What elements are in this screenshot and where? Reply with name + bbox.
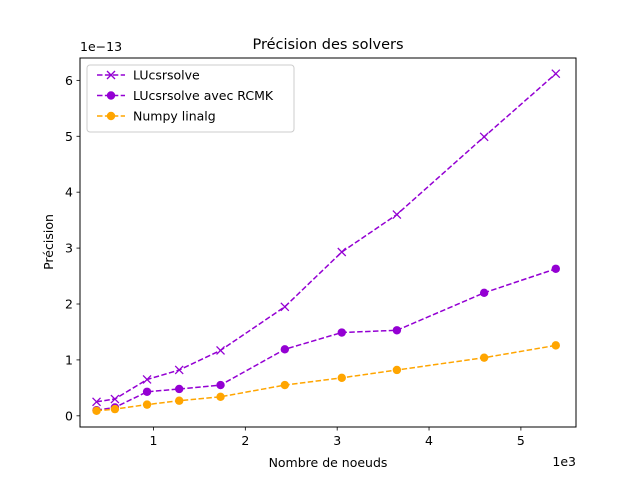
series-2-point-2	[142, 400, 152, 409]
series-0	[92, 69, 561, 407]
series-0-point-5-stroke-b	[280, 302, 290, 312]
series-0-line	[96, 73, 557, 403]
series-1-point-3	[175, 384, 184, 394]
legend-label-2: Numpy linalg	[133, 109, 216, 124]
y-axis-offset-label: 1e−13	[80, 39, 122, 54]
series-0-point-9	[551, 69, 561, 79]
y-tick-label-1: 1	[65, 352, 73, 367]
legend-marker-1	[106, 91, 116, 100]
series-1-point-6	[337, 328, 346, 337]
series-2-point-6	[337, 373, 346, 382]
series-0-point-2-stroke-b	[142, 375, 152, 384]
series-0-point-0	[92, 397, 101, 407]
series-2-point-5	[280, 380, 290, 390]
legend-items: LUcsrsolve LUcsrsolve avec RCMK Numpy lina…	[97, 68, 274, 124]
axis-ticks: 1 2 3 4 5 0 1 2 3 4 5 6	[65, 73, 525, 448]
legend-item-2: Numpy linalg	[97, 109, 216, 124]
series-0-point-7-stroke-b	[392, 210, 402, 220]
legend-label-0: LUcsrsolve	[133, 68, 200, 83]
x-tick-label-0: 1	[150, 433, 158, 448]
series-2-point-0	[92, 406, 101, 415]
plot-area	[92, 69, 561, 415]
series-2-point-7	[392, 365, 402, 375]
series-0-point-1-stroke-b	[110, 394, 120, 404]
series-0-point-2	[142, 375, 152, 384]
series-0-point-5	[280, 302, 290, 312]
series-2-point-8	[479, 353, 489, 362]
legend-item-1: LUcsrsolve avec RCMK	[97, 88, 274, 103]
legend: LUcsrsolve LUcsrsolve avec RCMK Numpy lina…	[86, 64, 295, 133]
series-2-point-3	[175, 396, 184, 405]
series-2-point-4	[216, 392, 225, 402]
series-0-point-8	[479, 132, 489, 142]
y-tick-label-3: 3	[65, 241, 73, 256]
chart-title: Précision des solvers	[252, 37, 403, 53]
series-0-point-9-stroke-b	[551, 69, 561, 79]
x-tick-label-1: 2	[241, 433, 249, 448]
axes-frame	[79, 57, 577, 428]
legend-box	[86, 64, 295, 133]
legend-label-1: LUcsrsolve avec RCMK	[133, 88, 274, 103]
y-tick-label-6: 6	[65, 73, 73, 88]
legend-item-0: LUcsrsolve	[97, 68, 200, 83]
series-1-point-2	[142, 387, 152, 396]
y-axis-label: Précision	[41, 214, 56, 270]
series-1-point-9	[551, 264, 560, 273]
series-0-point-7	[392, 210, 402, 220]
series-1-point-5	[280, 345, 290, 354]
y-tick-label-4: 4	[65, 185, 73, 200]
legend-marker-2	[106, 111, 116, 121]
series-0-point-4-stroke-b	[216, 345, 225, 355]
y-tick-label-2: 2	[65, 297, 73, 312]
series-1-point-4	[216, 380, 225, 390]
series-1-point-8	[479, 288, 489, 298]
series-0-point-3	[174, 365, 184, 375]
series-0-point-3-stroke-b	[174, 365, 184, 375]
y-tick-label-5: 5	[65, 129, 73, 144]
x-axis-label: Nombre de noeuds	[269, 455, 388, 470]
x-tick-label-3: 4	[425, 433, 433, 448]
x-axis-offset-label: 1e3	[552, 454, 576, 469]
series-0-point-6-stroke-b	[337, 247, 347, 257]
series-2	[92, 341, 560, 415]
series-1-point-7	[392, 326, 402, 335]
series-2-point-9	[551, 341, 560, 350]
series-1-line	[96, 268, 557, 411]
legend-marker-0-stroke-b	[106, 70, 116, 80]
series-0-point-0-stroke-b	[92, 397, 101, 407]
legend-marker-0	[106, 70, 116, 80]
series-2-point-1	[110, 404, 120, 414]
series-0-point-1	[110, 394, 120, 404]
x-tick-label-2: 3	[333, 433, 341, 448]
series-0-point-8-stroke-b	[479, 132, 489, 142]
y-tick-label-0: 0	[65, 408, 73, 423]
series-0-point-6	[337, 247, 347, 257]
x-tick-label-4: 5	[517, 433, 525, 448]
series-2-line	[96, 344, 556, 412]
series-0-point-4	[216, 345, 225, 355]
